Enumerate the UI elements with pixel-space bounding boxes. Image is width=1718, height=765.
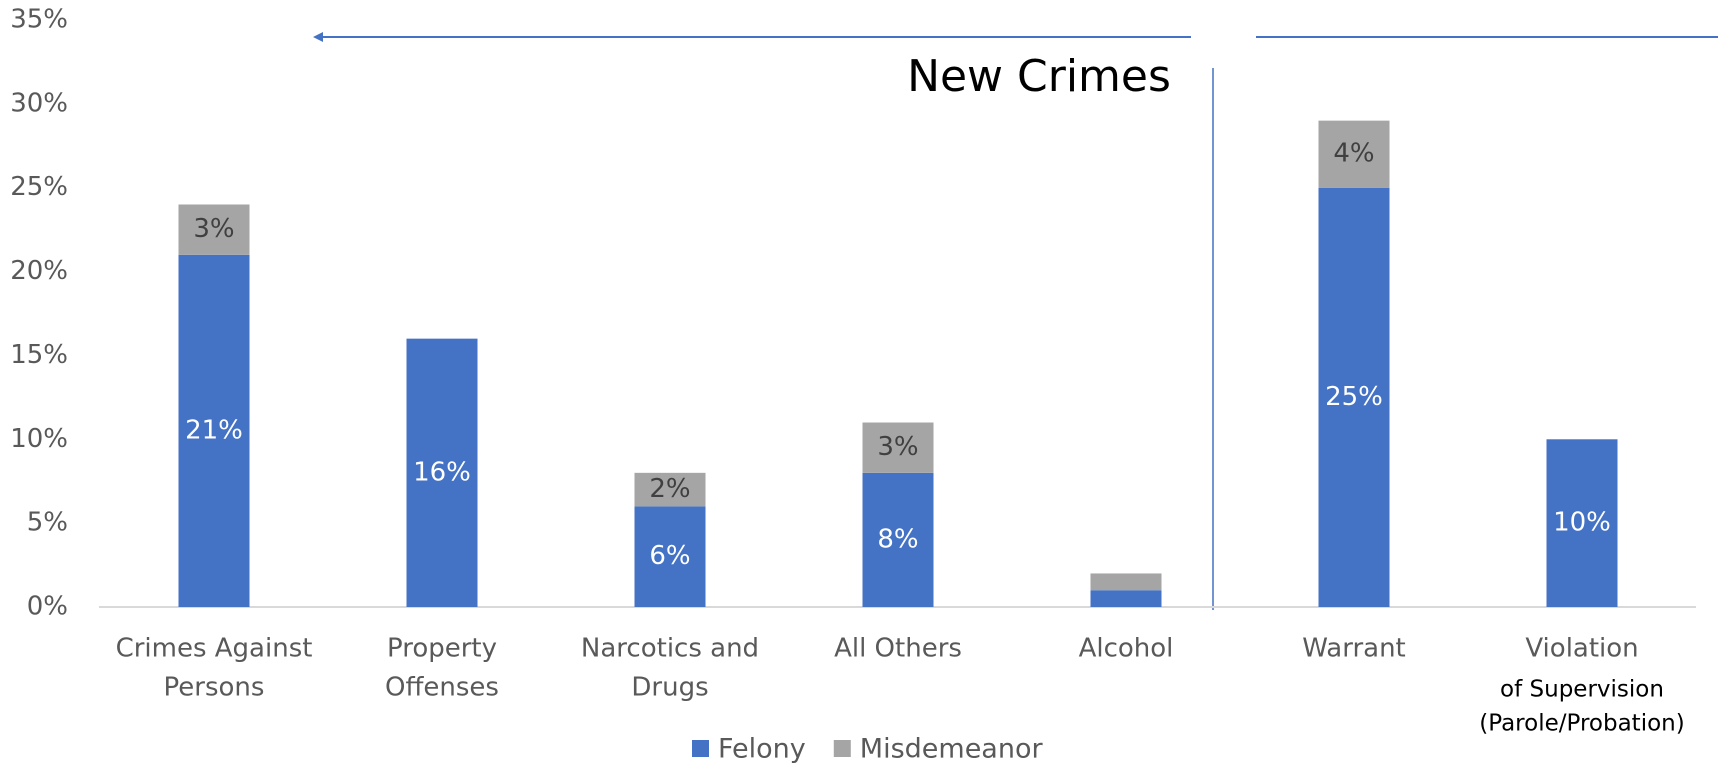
x-tick-label: Offenses [385, 673, 499, 703]
bar-segment [862, 472, 934, 607]
data-label: 2% [649, 474, 690, 504]
bar-segment [1546, 439, 1618, 607]
bar-segment [1318, 120, 1390, 188]
data-label: 3% [877, 432, 918, 462]
y-tick-label: 10% [10, 424, 68, 454]
x-tick-label: Property [387, 634, 497, 664]
data-label: 4% [1333, 139, 1374, 169]
bar-segment [634, 506, 706, 607]
x-tick-label: (Parole/Probation) [1479, 711, 1684, 737]
x-tick-label: Alcohol [1079, 634, 1174, 664]
bar-segment [1090, 573, 1162, 591]
x-tick-label: Persons [164, 673, 265, 703]
data-label: 25% [1325, 382, 1383, 412]
y-tick-label: 20% [10, 256, 68, 286]
y-tick-label: 15% [10, 340, 68, 370]
legend-swatch [833, 740, 851, 757]
bar-segment [178, 204, 250, 255]
x-tick-label: All Others [834, 634, 962, 664]
bar-segment [406, 338, 478, 607]
y-tick-label: 30% [10, 88, 68, 118]
data-label: 16% [413, 457, 471, 487]
data-label: 10% [1553, 508, 1611, 538]
x-tick-label: Warrant [1302, 634, 1406, 664]
data-label: 6% [649, 541, 690, 571]
y-tick-label: 0% [27, 592, 68, 622]
legend-label: Felony [718, 734, 806, 765]
data-label: 3% [193, 214, 234, 244]
y-tick-label: 5% [27, 508, 68, 538]
x-tick-label: of Supervision [1500, 677, 1664, 703]
x-tick-label: Drugs [631, 673, 708, 703]
x-tick-label: Crimes Against [116, 634, 313, 664]
data-label: 8% [877, 524, 918, 554]
y-tick-label: 25% [10, 172, 68, 202]
data-label: 21% [185, 415, 243, 445]
bar-segment [634, 472, 706, 507]
bar-segment [1318, 187, 1390, 607]
bar-segment [862, 422, 934, 473]
annotation: New Crimes [907, 51, 1171, 102]
bar-segment [178, 254, 250, 608]
legend-label: Misdemeanor [860, 734, 1044, 765]
x-tick-label: Violation [1525, 634, 1638, 664]
legend-swatch [692, 740, 709, 757]
bar-segment [1090, 590, 1162, 607]
y-tick-label: 35% [10, 5, 68, 35]
x-tick-label: Narcotics and [581, 634, 759, 664]
